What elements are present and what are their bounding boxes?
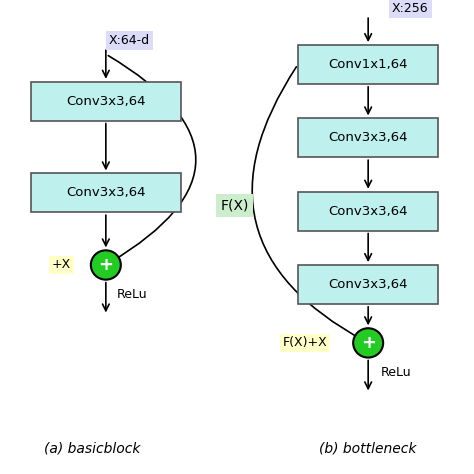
Bar [31, 173, 181, 212]
FancyArrowPatch shape [108, 55, 196, 263]
Bar [298, 265, 438, 304]
Text: ReLu: ReLu [116, 288, 147, 301]
Bar [298, 191, 438, 231]
Text: Conv3x3,64: Conv3x3,64 [328, 205, 408, 218]
Text: ReLu: ReLu [381, 366, 411, 379]
Bar [31, 82, 181, 120]
Text: Conv3x3,64: Conv3x3,64 [66, 95, 146, 108]
Text: (a) basicblock: (a) basicblock [44, 441, 140, 456]
Text: Conv1x1,64: Conv1x1,64 [328, 58, 408, 71]
Text: F(X): F(X) [220, 199, 249, 212]
Text: (b) bottleneck: (b) bottleneck [319, 441, 417, 456]
Bar [298, 118, 438, 157]
Circle shape [91, 250, 121, 280]
Text: +X: +X [52, 258, 71, 272]
Text: X:256: X:256 [392, 2, 428, 15]
Text: Conv3x3,64: Conv3x3,64 [328, 131, 408, 144]
Text: +: + [98, 256, 113, 274]
Text: Conv3x3,64: Conv3x3,64 [66, 186, 146, 199]
Circle shape [353, 328, 383, 357]
Text: F(X)+X: F(X)+X [283, 337, 328, 349]
FancyArrowPatch shape [252, 67, 364, 341]
Text: +: + [361, 334, 376, 352]
Text: Conv3x3,64: Conv3x3,64 [328, 278, 408, 291]
Bar [298, 45, 438, 84]
Text: X:64-d: X:64-d [109, 34, 150, 47]
